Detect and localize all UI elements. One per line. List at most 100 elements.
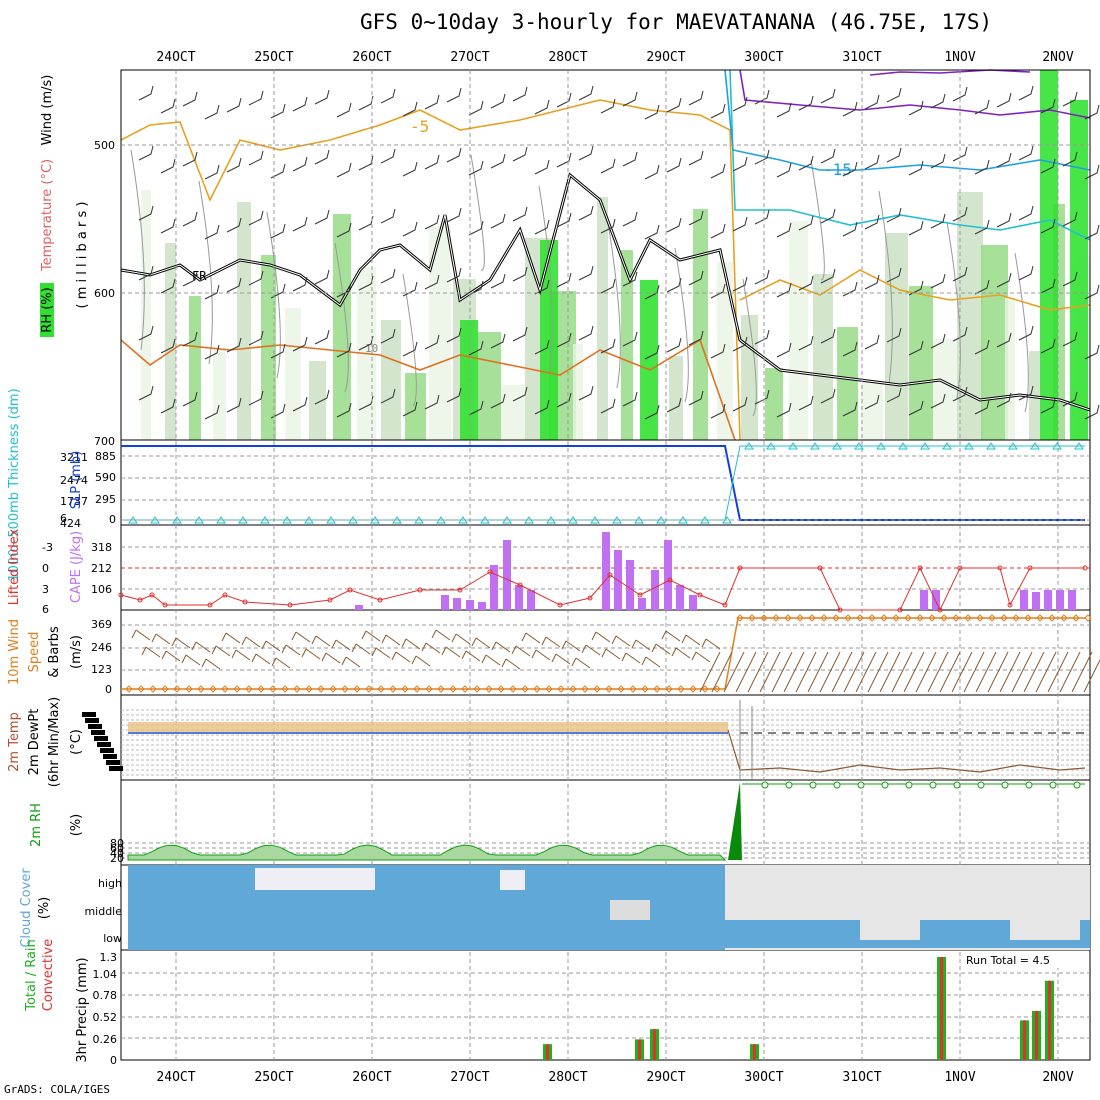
wind-speed-marker	[892, 614, 900, 622]
wind-barb	[380, 208, 396, 224]
wind-speed-marker	[485, 685, 493, 693]
wind-speed-marker	[593, 685, 601, 693]
wind-barb	[754, 149, 770, 165]
wind-barb-10m	[843, 651, 865, 693]
wind-barb	[380, 268, 396, 284]
wind-barb	[424, 94, 440, 110]
wind-barb	[402, 401, 418, 417]
wind-barb-10m	[975, 651, 997, 693]
wind-speed-marker	[365, 685, 373, 693]
wind-barb-10m	[699, 651, 721, 693]
wind-barb	[600, 398, 616, 414]
slp-ytick-left: 3211	[60, 451, 88, 464]
wind-speed-marker	[713, 685, 721, 693]
wind-barb	[622, 151, 638, 167]
wind-barb	[534, 219, 550, 235]
wind-barb	[952, 86, 968, 102]
date-label-bottom: 24OCT	[156, 1070, 195, 1085]
wind-barb-10m	[903, 651, 925, 693]
wind-barb	[1062, 391, 1078, 407]
wind-barb-10m	[161, 650, 181, 662]
wind-barb	[666, 97, 682, 113]
rh-shade	[573, 344, 583, 440]
rh-shade	[717, 262, 733, 440]
wind-barb	[468, 340, 484, 356]
wind-barb	[578, 325, 594, 341]
wind-speed-marker	[844, 614, 852, 622]
wind-barb	[798, 395, 814, 411]
lifted-index-marker	[897, 607, 903, 613]
date-label-bottom: 27OCT	[450, 1070, 489, 1085]
precip-conv-bar	[653, 1029, 656, 1060]
date-label-bottom: 28OCT	[548, 1070, 587, 1085]
wind-barb	[688, 270, 704, 286]
wind-barb-10m	[521, 632, 541, 644]
wind-barb	[182, 91, 198, 107]
wind-barb	[622, 271, 638, 287]
wind-label-3: & Barbs	[47, 626, 62, 678]
wind-barb	[226, 97, 242, 113]
wind-barb	[842, 221, 858, 237]
wind-barb	[424, 394, 440, 410]
thickness-marker	[920, 442, 930, 450]
temp-tick-block	[106, 760, 120, 765]
wind-barb	[864, 274, 880, 290]
wind-barb	[270, 163, 286, 179]
wind-ytick: 246	[91, 641, 112, 654]
wind-barb	[776, 342, 792, 358]
wind-barb-10m	[891, 651, 913, 693]
wind-barb-10m	[771, 651, 793, 693]
wind-barb	[226, 337, 242, 353]
rh-shade	[621, 250, 633, 440]
wind-barb	[424, 274, 440, 290]
wind-barb	[248, 210, 264, 226]
precip-label: 3hr Precip (mm)	[75, 957, 90, 1062]
wind-barb	[732, 396, 748, 412]
wind-speed-marker	[617, 685, 625, 693]
cloud-gap	[255, 868, 375, 890]
wind-barb	[446, 147, 462, 163]
wind-speed-marker	[665, 685, 673, 693]
wind-barb	[886, 87, 902, 103]
wind-barb	[732, 156, 748, 172]
temp-line-minus5-b	[739, 269, 1091, 311]
wind-barb	[402, 101, 418, 117]
wind-label: Wind (m/s)	[40, 75, 55, 146]
wind-barb	[710, 163, 726, 179]
rh2m-marker	[929, 781, 937, 789]
wind-barb	[336, 342, 352, 358]
lifted-index-marker	[327, 597, 333, 603]
wind-barb	[556, 212, 572, 228]
wind-barb	[842, 341, 858, 357]
wind-barb	[1040, 218, 1056, 234]
run-total-box	[962, 951, 1088, 968]
wind-barb-10m	[1011, 651, 1033, 693]
rh-contour	[334, 242, 349, 393]
wind-barb	[160, 98, 176, 114]
wind-barb-10m	[261, 640, 281, 652]
lifted-index-marker	[242, 599, 248, 605]
wind-barb-10m	[491, 641, 511, 653]
wind-barb-10m	[999, 651, 1021, 693]
wind-barb-10m	[1071, 651, 1093, 693]
rh-shade	[501, 385, 526, 440]
wind-barb	[138, 265, 154, 281]
freezing-line-inner	[120, 174, 1091, 411]
wind-speed-marker	[1000, 614, 1008, 622]
cape-bar	[515, 585, 523, 610]
rh-shade	[837, 327, 858, 440]
cape-label: CAPE (J/kg)	[69, 531, 84, 603]
wind-barb	[556, 152, 572, 168]
wind-ytick: 123	[91, 663, 112, 676]
slp-ytick-left: 2474	[60, 474, 88, 487]
wind-speed-marker	[748, 614, 756, 622]
cape-bar	[478, 602, 486, 610]
wind-barb	[710, 223, 726, 239]
lifted-index-marker	[997, 565, 1003, 571]
wind-barb-10m	[361, 630, 381, 642]
millibars-label: ( m i l l i b a r s )	[75, 202, 90, 309]
wind-barb-10m	[1023, 651, 1045, 693]
wind-barb	[644, 224, 660, 240]
rh-contour	[470, 154, 485, 271]
wind-barb	[160, 398, 176, 414]
